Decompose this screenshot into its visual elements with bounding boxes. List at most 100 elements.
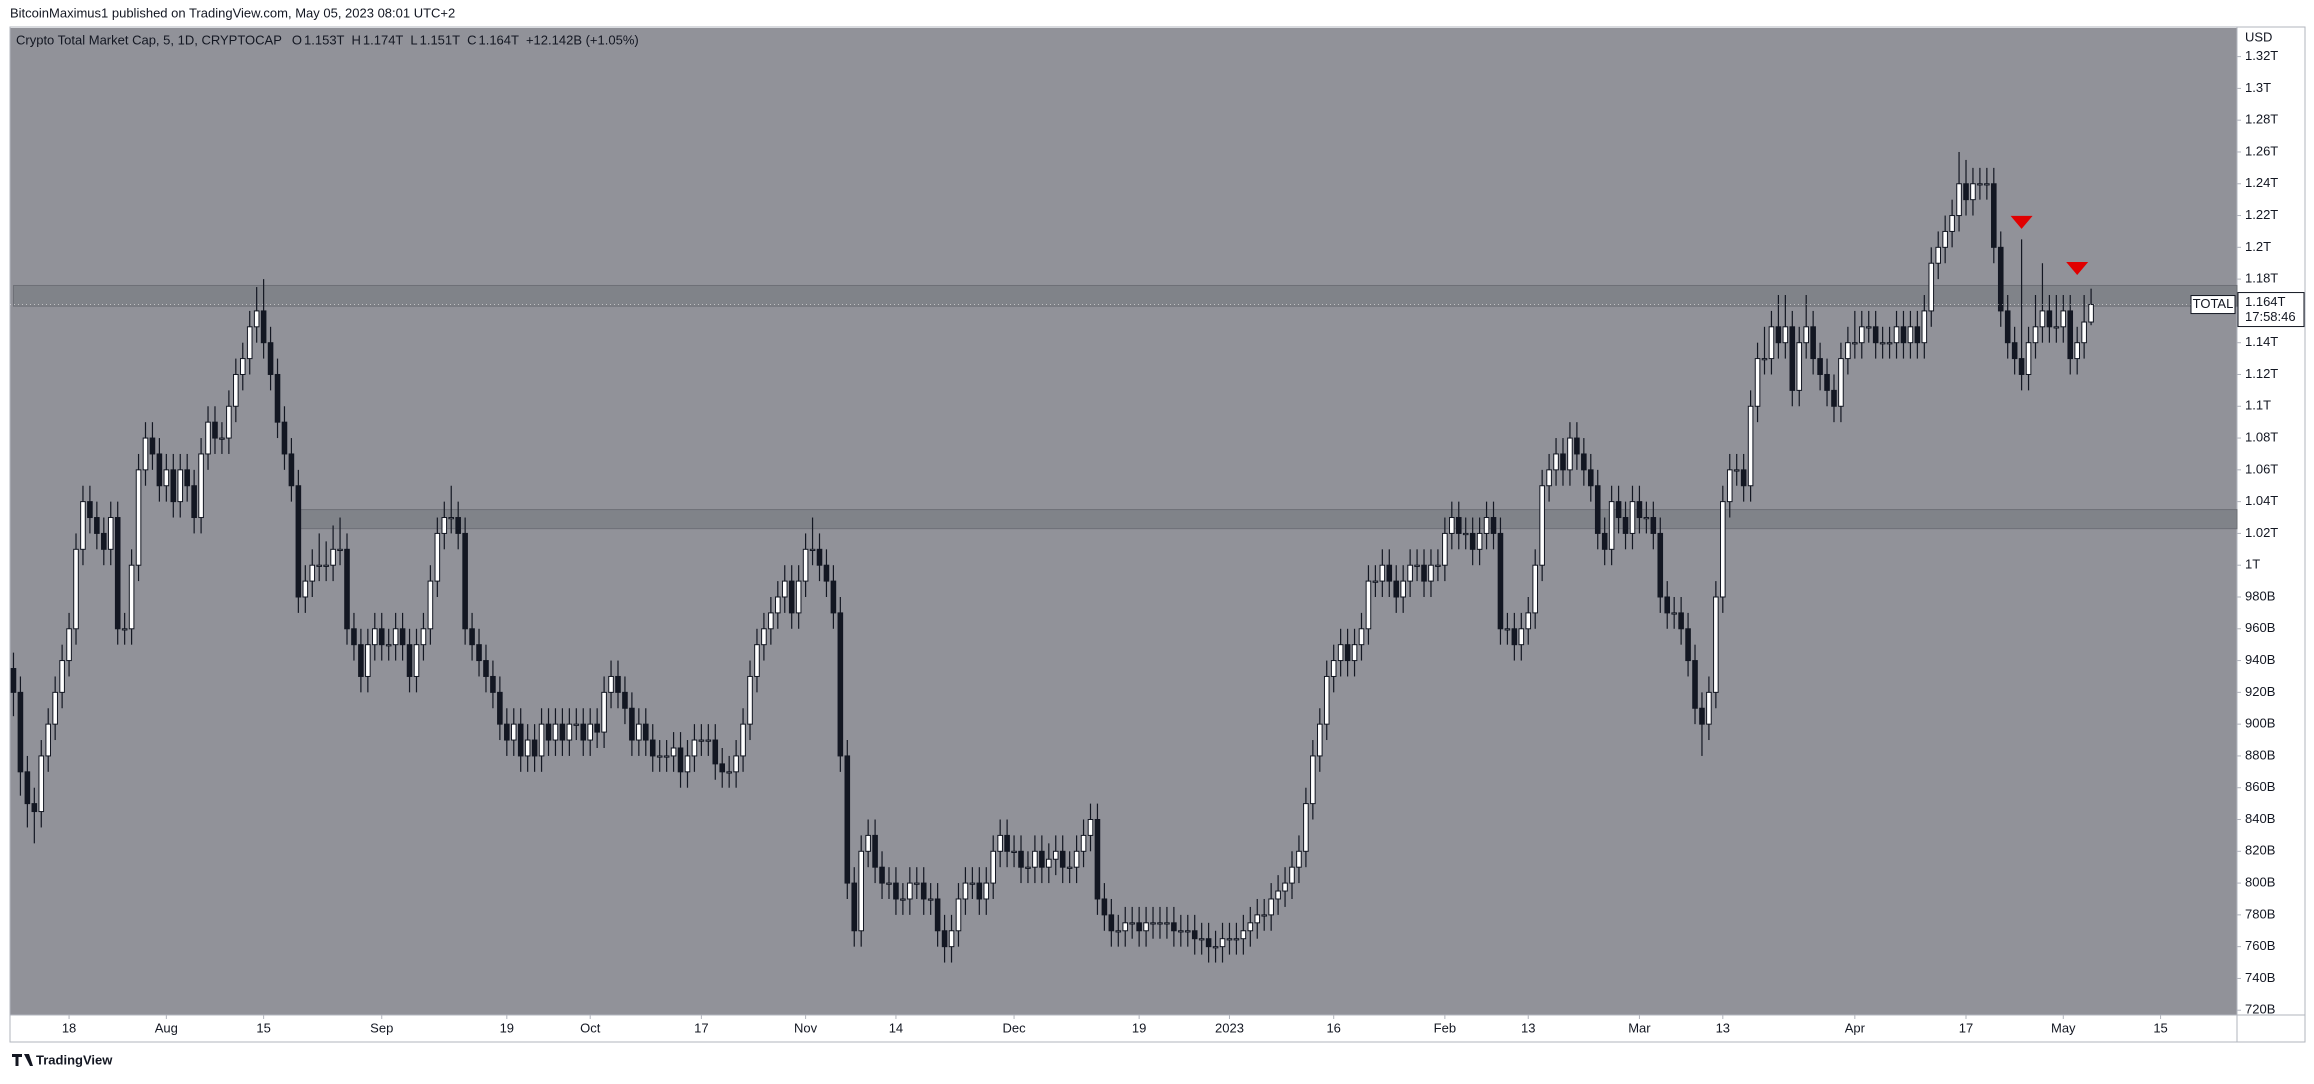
candle-body xyxy=(1052,850,1059,860)
candle-body xyxy=(1303,803,1309,852)
candle-body xyxy=(135,469,142,566)
candle-body xyxy=(24,771,31,805)
candle-body xyxy=(1073,850,1080,868)
y-tick-label: 840B xyxy=(2245,811,2275,826)
y-tick-label: 1.02T xyxy=(2245,525,2278,540)
candle-body xyxy=(1296,850,1302,868)
candle-body xyxy=(879,866,885,884)
candle-body xyxy=(406,644,413,677)
candle-body xyxy=(1046,858,1052,868)
candle-body xyxy=(177,469,184,503)
candle-body xyxy=(198,453,204,519)
candle-body xyxy=(2053,326,2060,329)
candle-body xyxy=(504,723,510,741)
candle-body xyxy=(1289,866,1295,884)
candle-body xyxy=(358,644,364,677)
ohlc-label: O xyxy=(292,32,302,47)
candle-body xyxy=(1581,453,1587,471)
ohlc-label: 1.174T xyxy=(363,32,404,47)
candle-body xyxy=(191,485,197,519)
candle-body xyxy=(52,691,58,725)
candle-body xyxy=(1108,914,1115,932)
candle-body xyxy=(372,628,378,646)
y-tick-label: 940B xyxy=(2245,652,2275,667)
candle-body xyxy=(1011,850,1017,853)
candle-body xyxy=(323,564,329,567)
candle-body xyxy=(1365,580,1372,630)
candle-body xyxy=(490,675,496,693)
candle-body xyxy=(1511,628,1518,646)
candle-body xyxy=(316,564,323,567)
candle-body xyxy=(601,691,607,733)
candle-body xyxy=(2011,342,2018,360)
y-tick-label: 900B xyxy=(2245,716,2275,731)
candle-body xyxy=(1692,660,1698,709)
candle-body xyxy=(684,755,691,773)
candle-body xyxy=(1636,501,1643,519)
candle-body xyxy=(886,882,892,885)
candle-body xyxy=(1622,517,1629,534)
candle-body xyxy=(1205,938,1212,948)
candle-body xyxy=(1469,532,1476,550)
candle-body xyxy=(997,834,1003,852)
candle-body xyxy=(1740,469,1747,487)
x-tick-label: 2023 xyxy=(1215,1020,1244,1035)
candle-body xyxy=(1956,183,1962,217)
price-label-box xyxy=(2237,292,2305,328)
candle-body xyxy=(330,548,336,566)
candle-body xyxy=(573,723,580,726)
candle-body xyxy=(246,326,253,360)
brand: TradingView xyxy=(36,1052,113,1067)
x-tick-label: Dec xyxy=(1002,1020,1026,1035)
candle-body xyxy=(1886,342,1893,345)
chart-title: Crypto Total Market Cap, 5, 1D, CRYPTOCA… xyxy=(16,32,282,47)
candle-body xyxy=(212,421,218,439)
candle-body xyxy=(768,612,774,630)
ohlc-label: 1.164T xyxy=(478,32,519,47)
candle-body xyxy=(1219,938,1226,948)
y-tick-label: 1.3T xyxy=(2245,80,2271,95)
resistance-zone xyxy=(12,284,2238,307)
candle-body xyxy=(274,373,281,423)
candle-body xyxy=(1810,326,1816,360)
candle-body xyxy=(1393,580,1400,598)
candle-body xyxy=(1164,922,1170,925)
candle-body xyxy=(962,882,969,900)
candle-body xyxy=(1671,612,1677,615)
candle-body xyxy=(608,675,614,693)
candle-body xyxy=(1865,326,1872,329)
candle-body xyxy=(1594,485,1601,534)
candle-body xyxy=(1310,755,1316,805)
candle-body xyxy=(149,437,156,455)
series-label: TOTAL xyxy=(2193,296,2234,311)
candle-body xyxy=(1039,850,1045,868)
y-tick-label: 1.22T xyxy=(2245,207,2278,222)
candle-body xyxy=(469,628,475,646)
candle-body xyxy=(754,644,760,677)
x-tick-label: Sep xyxy=(370,1020,393,1035)
candle-body xyxy=(59,660,65,693)
candle-body xyxy=(427,580,434,630)
candle-body xyxy=(1150,922,1156,925)
candle-body xyxy=(205,421,211,455)
sell-marker xyxy=(2010,215,2033,229)
candle-body xyxy=(587,723,593,741)
candle-body xyxy=(1115,930,1122,933)
candle-body xyxy=(1900,326,1907,344)
candle-body xyxy=(1664,596,1671,614)
candle-body xyxy=(858,850,864,932)
unit-label: USD xyxy=(2245,29,2272,44)
y-tick-label: 920B xyxy=(2245,684,2275,699)
candle-body xyxy=(1747,405,1754,487)
candle-body xyxy=(545,723,552,741)
candle-body xyxy=(1226,938,1233,941)
candle-body xyxy=(1240,930,1247,940)
candle-body xyxy=(1421,564,1427,582)
x-tick-label: May xyxy=(2051,1020,2076,1035)
candle-body xyxy=(344,548,350,630)
y-tick-label: 1T xyxy=(2245,557,2260,572)
candle-body xyxy=(552,723,559,741)
y-tick-label: 1.12T xyxy=(2245,366,2278,381)
candle-body xyxy=(1191,930,1198,940)
candle-body xyxy=(1455,517,1462,534)
